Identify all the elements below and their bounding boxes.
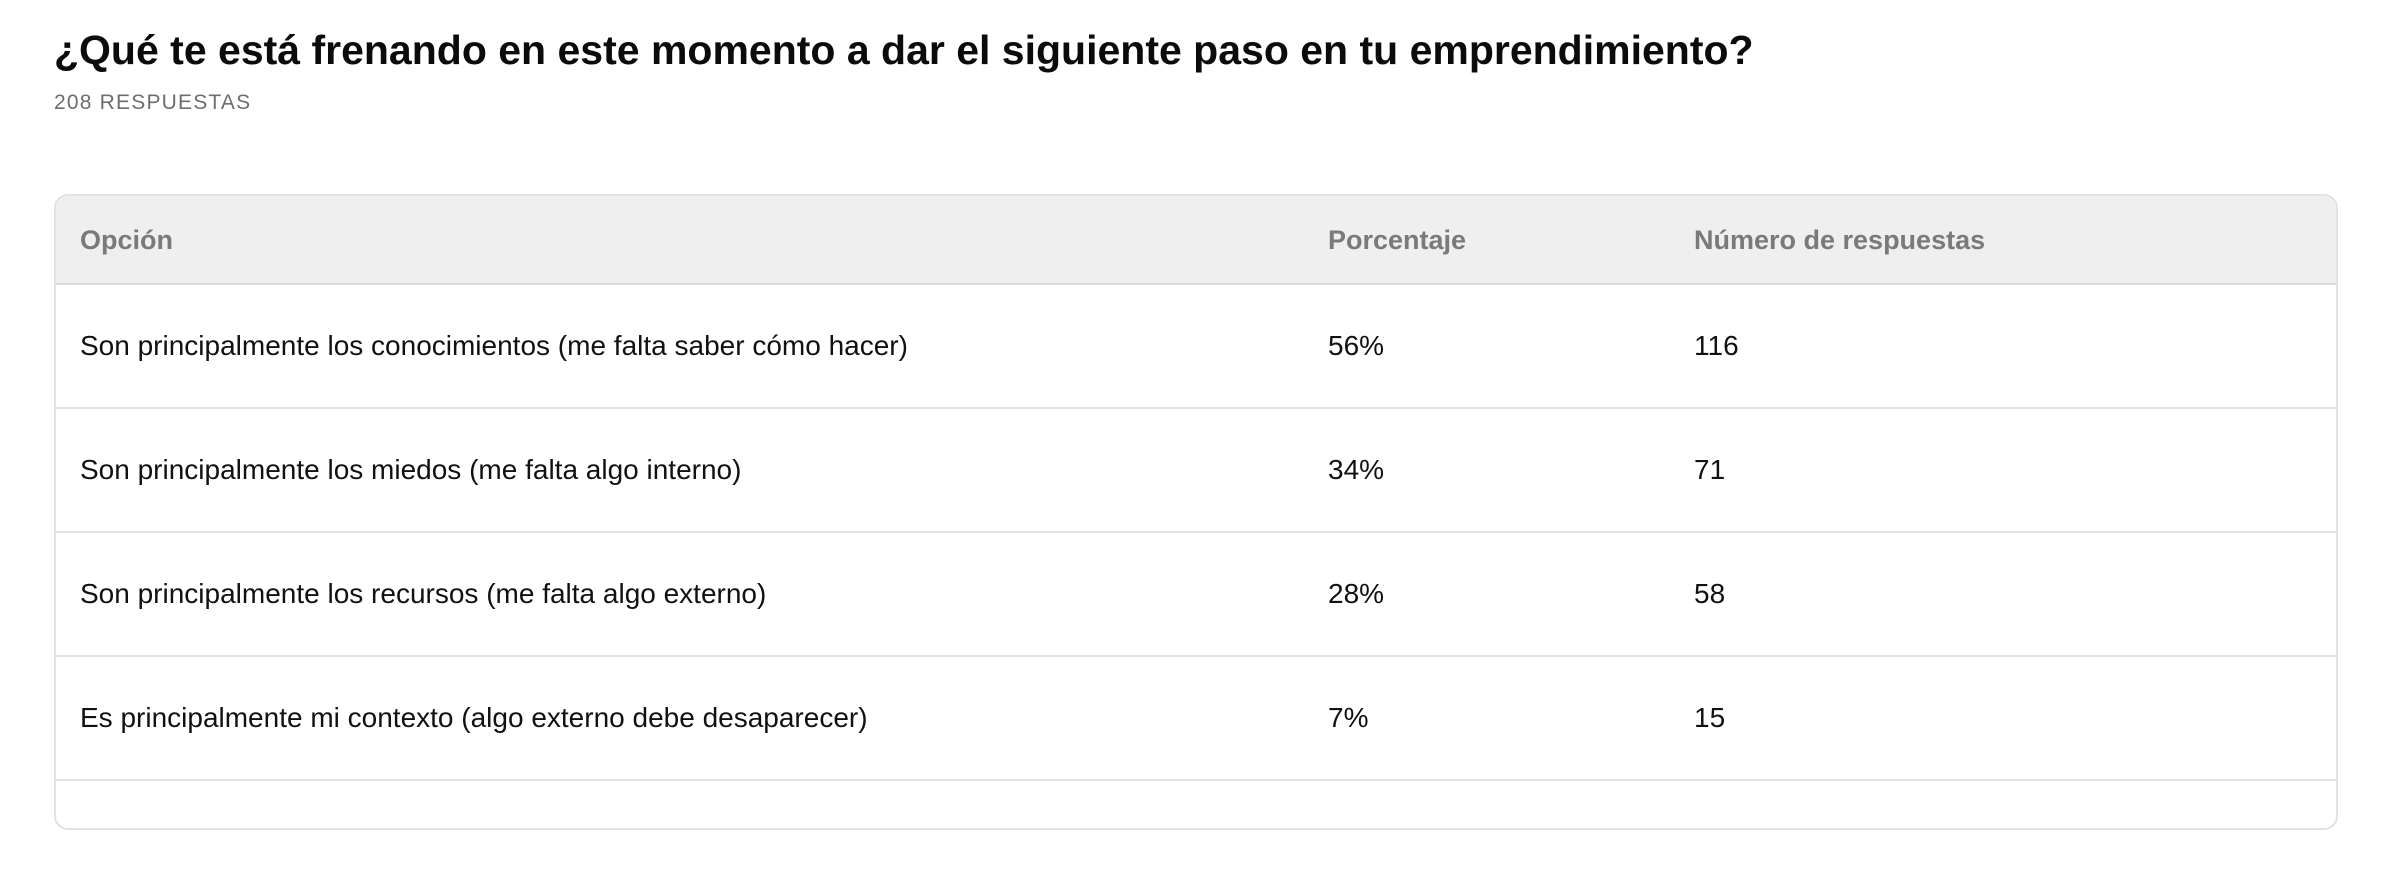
count-cell: 71 xyxy=(1694,454,1726,485)
column-header-option: Opción xyxy=(80,225,173,255)
count-cell: 116 xyxy=(1694,330,1739,361)
percentage-cell: 56% xyxy=(1328,330,1385,361)
response-count: 208 RESPUESTAS xyxy=(54,91,252,114)
column-header-percentage: Porcentaje xyxy=(1328,225,1467,255)
column-header-count: Número de respuestas xyxy=(1694,225,1986,255)
option-cell: Son principalmente los conocimientos (me… xyxy=(80,330,908,361)
table-row: Es principalmente mi contexto (algo exte… xyxy=(56,657,2336,781)
table-header: Opción Porcentaje Número de respuestas xyxy=(56,196,2336,285)
option-cell: Son principalmente los miedos (me falta … xyxy=(80,454,742,485)
percentage-cell: 34% xyxy=(1328,454,1385,485)
results-table: Opción Porcentaje Número de respuestas S… xyxy=(54,194,2338,830)
table-row: Son principalmente los conocimientos (me… xyxy=(56,285,2336,409)
count-cell: 58 xyxy=(1694,578,1726,609)
percentage-cell: 7% xyxy=(1328,702,1369,733)
table-row: Son principalmente los miedos (me falta … xyxy=(56,409,2336,533)
count-cell: 15 xyxy=(1694,702,1726,733)
percentage-cell: 28% xyxy=(1328,578,1385,609)
option-cell: Es principalmente mi contexto (algo exte… xyxy=(80,702,868,733)
table-row: Son principalmente los recursos (me falt… xyxy=(56,533,2336,657)
option-cell: Son principalmente los recursos (me falt… xyxy=(80,578,767,609)
question-title: ¿Qué te está frenando en este momento a … xyxy=(54,27,1754,73)
